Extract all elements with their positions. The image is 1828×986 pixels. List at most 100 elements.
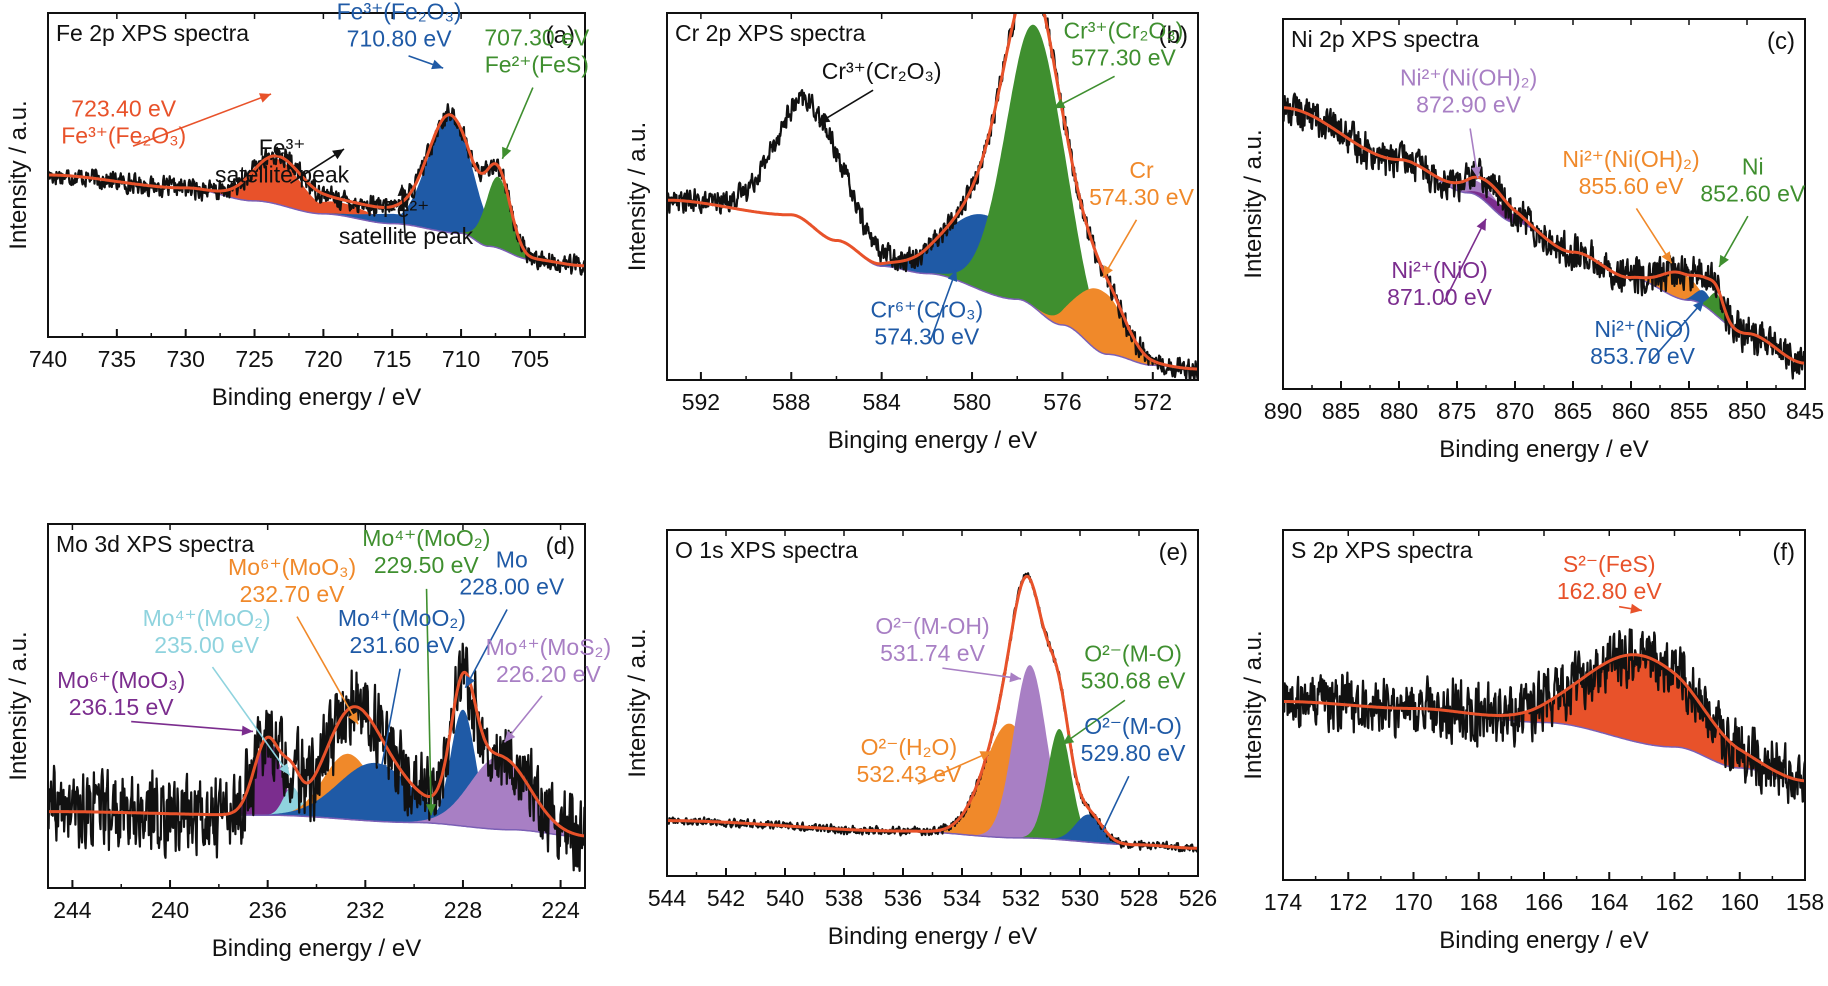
annotation-label: Mo⁶⁺(MoO₃): [228, 554, 356, 580]
annotation-arrow: [1648, 299, 1705, 364]
annotation-label: 852.60 eV: [1700, 180, 1806, 206]
peak-fill-d-4: [48, 709, 585, 837]
x-tick-label: 890: [1264, 398, 1302, 424]
annotation-arrow: [131, 720, 254, 733]
panel-title: Mo 3d XPS spectra: [56, 531, 254, 557]
x-tick-label: 855: [1670, 398, 1708, 424]
annotation-label: 235.00 eV: [154, 632, 260, 658]
peak-fill-d-5: [48, 756, 585, 837]
panel-label: (b): [1159, 22, 1188, 49]
annotation-arrowhead: [332, 149, 345, 160]
y-axis-label: Intensity / a.u.: [624, 628, 651, 777]
x-tick-label: 160: [1721, 889, 1759, 915]
plot-area: [48, 642, 585, 872]
panel-title: Fe 2p XPS spectra: [56, 20, 249, 46]
x-tick-label: 526: [1179, 885, 1217, 911]
annotation-label: O²⁻(H₂O): [861, 734, 957, 760]
annotation-label: O²⁻(M-OH): [875, 613, 989, 639]
annotation-label: O²⁻(M-O): [1084, 640, 1182, 666]
annotation-label: Cr³⁺(Cr₂O₃): [822, 58, 942, 84]
plot-frame: [666, 12, 1199, 381]
x-tick-label: 584: [862, 389, 901, 415]
annotation-label: Cr: [1129, 157, 1154, 183]
panel-c: 890 885 880 875 870 865 860 855 850 845 Binding en…: [1240, 18, 1824, 463]
panel-f: 174 172 170 168 166 164 162 160 158 Binding energ…: [1240, 529, 1824, 954]
annotation-label: 531.74 eV: [880, 640, 986, 666]
x-tick-label: 588: [772, 389, 810, 415]
x-tick-label: 865: [1554, 398, 1592, 424]
x-tick-label: 538: [825, 885, 863, 911]
panel-title: Ni 2p XPS spectra: [1291, 26, 1479, 52]
envelope-fit: [667, 13, 1198, 371]
annotation-arrow: [929, 269, 957, 342]
annotation-label: Mo⁴⁺(MoO₂): [362, 525, 490, 551]
annotation-arrowhead: [947, 269, 958, 282]
panel-label: (f): [1772, 539, 1795, 566]
annotation-arrow: [917, 750, 992, 785]
x-tick-label: 875: [1438, 398, 1476, 424]
annotation-label: 871.00 eV: [1387, 284, 1493, 310]
annotation-label: 229.50 eV: [374, 552, 480, 578]
annotation-label: Mo⁴⁺(MoO₂): [338, 605, 466, 631]
panel-label: (c): [1767, 28, 1795, 55]
panel-title: O 1s XPS spectra: [675, 537, 858, 563]
annotation-arrowhead: [1097, 829, 1107, 842]
annotation-label: 853.70 eV: [1590, 343, 1696, 369]
y-axis-label: Intensity / a.u.: [1240, 129, 1267, 278]
x-tick-label: 536: [884, 885, 922, 911]
panel-label: (e): [1159, 539, 1188, 566]
annotation-label: O²⁻(M-O): [1084, 713, 1182, 739]
panel-label: (a): [546, 22, 575, 49]
y-axis-label: Intensity / a.u.: [5, 631, 32, 780]
annotation-arrow: [464, 609, 508, 689]
x-tick-label: 162: [1655, 889, 1693, 915]
annotation-label: Fe²⁺(FeS): [485, 51, 589, 77]
raw-spectrum: [1283, 628, 1805, 805]
annotation-label: Mo⁴⁺(MoS₂): [486, 634, 612, 660]
panel-b: 592 588 584 580 576 572 Binging energy / eV Int…: [624, 12, 1199, 454]
annotation-arrowhead: [1476, 218, 1486, 231]
x-tick-label: 534: [943, 885, 982, 911]
annotation-arrowhead: [502, 146, 512, 159]
panel-title: Cr 2p XPS spectra: [675, 20, 866, 46]
annotation-label: 723.40 eV: [71, 96, 177, 122]
annotation-label: Cr³⁺(Cr₂O₃): [1064, 18, 1184, 44]
annotation-label: satellite peak: [215, 162, 350, 188]
annotation-label: 707.30 eV: [484, 24, 590, 50]
x-axis-label: Binging energy / eV: [828, 427, 1037, 454]
annotation-label: Fe²⁺: [383, 196, 430, 222]
envelope-fit: [667, 574, 1198, 850]
x-axis-label: Binding energy / eV: [1439, 436, 1648, 463]
annotation-arrowhead: [279, 763, 290, 776]
annotation-label: Ni²⁺(Ni(OH)₂): [1562, 146, 1699, 172]
annotation-label: Fe³⁺(Fe₂O₃): [61, 123, 186, 149]
annotation-label: Mo⁶⁺(MoO₃): [57, 667, 185, 693]
annotation-label: 532.43 eV: [856, 761, 962, 787]
x-tick-label: 845: [1786, 398, 1824, 424]
x-tick-label: 240: [151, 897, 189, 923]
annotation-arrowhead: [979, 751, 992, 761]
annotation-arrow: [132, 93, 272, 147]
annotation-label: 232.70 eV: [240, 581, 346, 607]
annotation-label: Mo⁴⁺(MoO₂): [143, 605, 271, 631]
x-tick-label: 228: [444, 897, 482, 923]
x-tick-label: 592: [682, 389, 720, 415]
x-tick-label: 530: [1061, 885, 1099, 911]
annotation-label: 710.80 eV: [347, 25, 453, 51]
panel-title: S 2p XPS spectra: [1291, 537, 1473, 563]
annotation-label: Ni: [1742, 153, 1764, 179]
annotation-arrow: [379, 668, 401, 776]
plot-frame: [47, 12, 586, 338]
annotation-arrowhead: [504, 730, 516, 743]
x-axis-label: Binding energy / eV: [212, 935, 421, 962]
y-axis-label: Intensity / a.u.: [5, 100, 32, 249]
annotation-arrowhead: [377, 763, 387, 776]
annotation-arrowhead: [1719, 254, 1729, 267]
annotation-label: 574.30 eV: [874, 324, 980, 350]
annotation-arrow: [1102, 219, 1138, 278]
annotation-arrow: [942, 667, 1022, 680]
annotation-label: 228.00 eV: [459, 574, 565, 600]
plot-area: [667, 572, 1198, 853]
x-tick-label: 164: [1590, 889, 1629, 915]
x-tick-label: 870: [1496, 398, 1534, 424]
